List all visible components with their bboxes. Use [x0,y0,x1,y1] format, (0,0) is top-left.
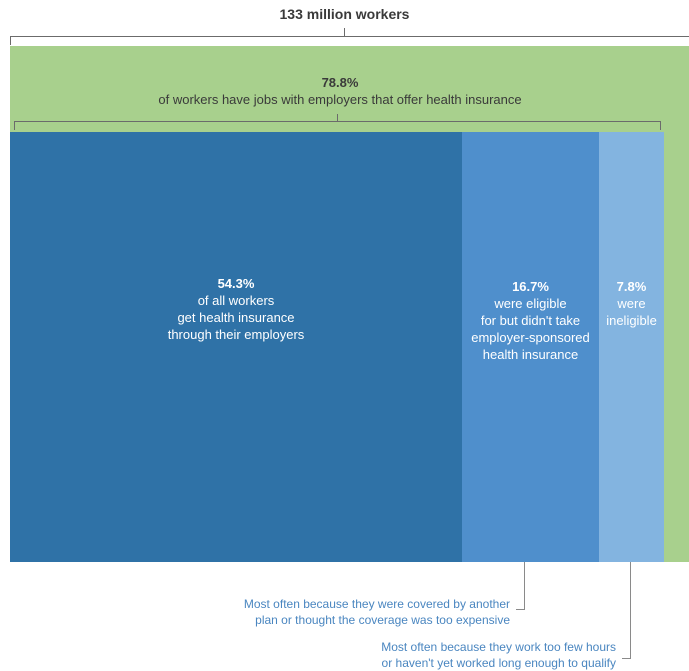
segment-text-line: get health insurance [177,310,295,325]
group-bracket-center-tick [337,114,338,121]
note-eligible-declined: Most often because they were covered by … [150,596,510,628]
group-bracket-left-tick [14,121,15,130]
segment-text-line: were [617,296,646,311]
segment-text-line: employer-sponsored [471,330,590,345]
note-2-leader-vertical [630,562,631,658]
note-line: Most often because they were covered by … [243,597,510,611]
group-text: of workers have jobs with employers that… [158,92,522,107]
segment-text-line: of all workers [197,293,275,308]
segment-text-line: through their employers [167,327,305,342]
segment-eligible-declined: 16.7% were eligible for but didn't take … [462,132,599,562]
total-bracket-left-tick [10,36,11,45]
note-1-leader-vertical [524,562,525,609]
note-line: Most often because they work too few hou… [381,640,616,654]
note-line: or haven't yet worked long enough to qua… [381,656,616,670]
note-line: plan or thought the coverage was too exp… [255,613,510,627]
total-bracket-top [10,36,689,37]
segment-percent: 16.7% [512,279,549,294]
segment-label-employer-insured: 54.3% of all workers get health insuranc… [10,275,462,343]
segment-label-ineligible: 7.8% were ineligible [599,278,664,329]
chart-title: 133 million workers [279,6,410,22]
segment-text-line: for but didn't take [480,313,581,328]
total-bracket-center-tick [344,28,345,36]
segment-employer-insured: 54.3% of all workers get health insuranc… [10,132,462,562]
segment-label-eligible-declined: 16.7% were eligible for but didn't take … [462,278,599,363]
note-ineligible: Most often because they work too few hou… [250,639,616,671]
group-percent: 78.8% [321,75,359,90]
segment-text-line: were eligible [494,296,567,311]
group-label: 78.8% of workers have jobs with employer… [10,74,670,108]
segment-percent: 7.8% [616,279,647,294]
note-2-leader-horizontal [622,658,631,659]
group-bracket-right-tick [660,121,661,130]
note-1-leader-horizontal [516,609,525,610]
group-bracket-top [14,121,661,122]
segment-percent: 54.3% [217,276,255,291]
segment-ineligible: 7.8% were ineligible [599,132,664,562]
segment-text-line: ineligible [606,313,657,328]
segment-text-line: health insurance [482,347,579,362]
